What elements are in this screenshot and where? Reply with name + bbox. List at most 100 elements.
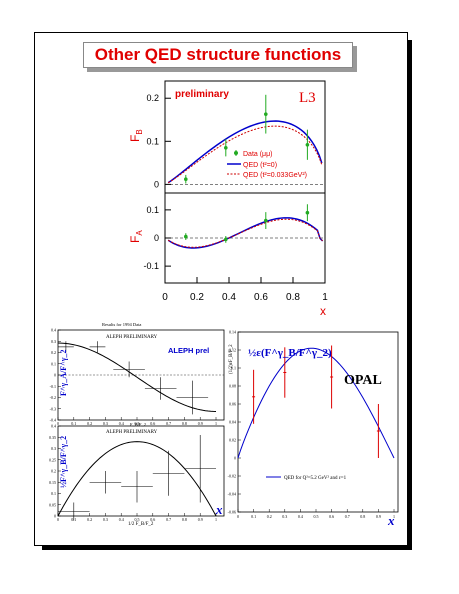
fa-xtick-label: 0.2 [190, 292, 204, 303]
aleph-fb-xtick-label: 0.2 [87, 517, 92, 522]
aleph-fb-ytick-label: 0 [54, 514, 56, 519]
fa-xtick-label: 0.4 [222, 292, 236, 303]
fa-data-point [305, 210, 310, 215]
aleph-fb-xtick-label: 0 [57, 517, 59, 522]
fb-ylabel: FB [128, 129, 144, 142]
l3-chart: 0 0.1 0.2 -0.1 0 0.1 0 0.2 0.4 0.6 0.8 1 prelimina… [128, 80, 328, 318]
legend-data: Data (μμ) [243, 151, 272, 158]
opal-ytick-label: 0 [234, 456, 236, 461]
opal-ytick-label: 0.1 [231, 366, 236, 371]
fb-ytick-label: 0 [154, 179, 159, 189]
aleph-fb-ylabel: ½F^γ_B/F^γ_2 [59, 436, 68, 488]
aleph-fa-ytick-label: -0.2 [50, 395, 56, 400]
opal-ytick-label: 0.06 [229, 402, 236, 407]
fb-ytick-label: 0.2 [146, 93, 159, 103]
opal-xtick-label: 1 [393, 514, 395, 519]
aleph-fb-ytick-label: 0.35 [49, 435, 56, 440]
aleph-fa-ylabel: F^γ_A/F^γ_2 [59, 349, 68, 396]
opal-ytick-label: 0.12 [229, 348, 236, 353]
slide-title: Other QED structure functions [94, 45, 342, 64]
aleph-fa-xtick-label: 0.6 [150, 421, 155, 426]
opal-xtick-label: 0.9 [376, 514, 381, 519]
aleph-fb-xtick-label: 0.9 [198, 517, 203, 522]
fa-qed0-curve [167, 217, 324, 249]
aleph-prel-tag: ALEPH prel [168, 346, 209, 355]
aleph-fa-curve [57, 342, 217, 412]
fb-ytick-label: 0.1 [146, 136, 159, 146]
opal-xtick-label: 0.1 [251, 514, 256, 519]
fa-xtick-label: 0 [162, 292, 168, 303]
opal-plot: 0.14 0.12 0.1 0.08 0.06 0.04 0.02 0 -0.02 -0.04 -0… [228, 330, 395, 520]
fa-data-point [224, 237, 228, 242]
aleph-fb-xtick-label: 1 [215, 517, 217, 522]
frame-shadow-right [407, 40, 412, 546]
opal-ytick-label: 0.02 [229, 438, 236, 443]
aleph-x-symbol: x [215, 502, 223, 517]
opal-ytick-label: 0.04 [229, 420, 236, 425]
opal-ytick-label: 0.14 [229, 330, 236, 335]
aleph-fa-xtick-label: 0.3 [103, 421, 108, 426]
aleph-fb-curve [57, 441, 217, 517]
aleph-fb-ytick-label: 0.15 [49, 480, 56, 485]
aleph-fa-xtick-label: 0.8 [182, 421, 187, 426]
aleph-fb-xtick-label: 0.7 [166, 517, 171, 522]
opal-ytick-label: -0.02 [228, 474, 236, 479]
opal-xtick-label: 0.4 [298, 514, 303, 519]
opal-frame [237, 331, 399, 513]
legend-qed0: QED (t²=0) [243, 162, 277, 169]
aleph-fa-xtick-label: 0.7 [166, 421, 171, 426]
fb-qedt-curve [167, 125, 323, 184]
opal-xtick-label: 0 [237, 514, 239, 519]
opal-xtick-label: 0.2 [267, 514, 272, 519]
aleph-fb-ytick-label: 0.3 [51, 446, 56, 451]
opal-xtick-label: 0.6 [329, 514, 334, 519]
opal-xtick-label: 0.5 [314, 514, 319, 519]
aleph-header: Results for 1994 Data [102, 322, 141, 327]
l3-logo: L3 [299, 90, 316, 106]
fa-ytick-label: -0.1 [143, 261, 159, 271]
aleph-fa-label: ALEPH PRELIMINARY [106, 335, 158, 340]
aleph-fa-ytick-label: 0 [54, 373, 56, 378]
opal-ytick-label: -0.04 [228, 492, 236, 497]
aleph-fa-xtick-label: 0.9 [198, 421, 203, 426]
aleph-fa-xtick-label: 0.1 [71, 421, 76, 426]
fa-ytick-label: 0.1 [146, 205, 159, 215]
aleph-fa-xtick-label: 1 [215, 421, 217, 426]
opal-ylabel: (1/2)εF_B/F_2 [229, 344, 234, 374]
fa-ytick-label: 0 [154, 233, 159, 243]
slide-frame [34, 32, 408, 546]
aleph-fa-ytick-label: -0.3 [50, 406, 56, 411]
aleph-fa-xtick-label: 0.4 [119, 421, 124, 426]
aleph-fa-ytick-label: -0.4 [50, 418, 56, 423]
aleph-fb-frame [57, 425, 225, 517]
aleph-fb-label: ALEPH PRELIMINARY [106, 430, 158, 435]
aleph-fb-xtick-label: 0.6 [150, 517, 155, 522]
fb-qed0-curve [167, 120, 323, 184]
aleph-fa-ytick-label: -0.1 [50, 384, 56, 389]
aleph-fa-xtick-label: 0.5 [135, 421, 140, 426]
fa-data-point [184, 234, 188, 239]
opal-xtick-label: 0.3 [282, 514, 287, 519]
opal-legend: QED for Q²=5.2 GeV² and ε=1 [284, 475, 347, 481]
aleph-fa-ytick-label: 0.1 [51, 361, 56, 366]
aleph-fa-xlabel: F_B/F_2 [130, 422, 146, 427]
aleph-fa-xtick-label: 0.2 [87, 421, 92, 426]
aleph-fb-ytick-label: 0.25 [49, 457, 56, 462]
aleph-fa-xtick-label: 0 [57, 421, 59, 426]
aleph-fb-ytick-label: 0.4 [51, 424, 56, 429]
aleph-fb-xtick-label: 0.5 [135, 517, 140, 522]
legend-qedt: QED (t²=0.033GeV²) [243, 172, 307, 179]
frame-shadow-bottom [42, 545, 412, 550]
aleph-fb-xtick-label: 0.4 [119, 517, 124, 522]
aleph-fa-ytick-label: 0.2 [51, 350, 56, 355]
opal-qed-curve [237, 347, 395, 459]
opal-ytick-label: -0.06 [228, 510, 236, 515]
fb-data-point [305, 142, 310, 147]
fa-qedt-curve [167, 218, 323, 248]
fa-data-point [264, 218, 268, 223]
aleph-fa-plot: 0.40.30.20.10-0.1-0.2-0.3-0.40 0.1 0.2 0.3 0… [50, 328, 224, 426]
fa-ylabel: FA [128, 230, 144, 243]
fb-plot: 0 0.1 0.2 [146, 93, 325, 189]
fa-plot: -0.1 0 0.1 0 0.2 0.4 0.6 0.8 1 [143, 204, 328, 303]
aleph-fa-ytick-label: 0.4 [51, 328, 56, 333]
